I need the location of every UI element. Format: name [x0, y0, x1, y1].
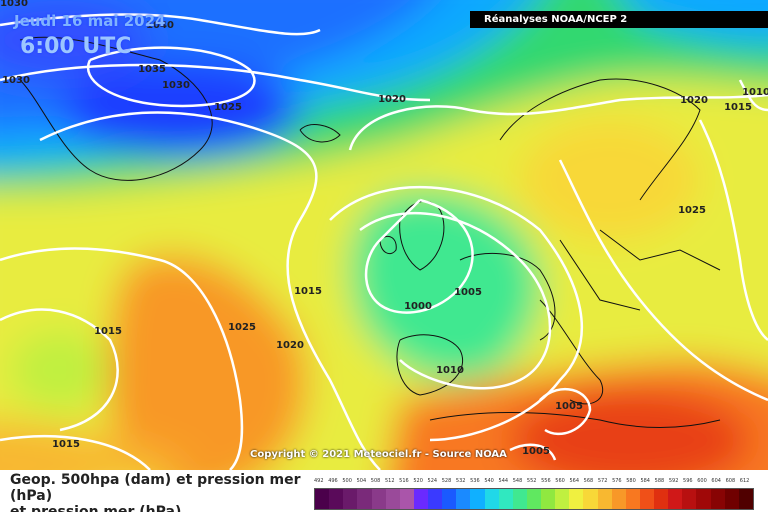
color-scale-tick: 528	[441, 478, 452, 484]
color-scale-tick: 564	[569, 478, 580, 484]
isobar-label: 1005	[522, 446, 550, 457]
isobar-label: 1020	[276, 340, 304, 351]
color-scale-swatch	[484, 489, 499, 509]
color-scale-swatch	[371, 489, 386, 509]
isobar-label: 1010	[742, 87, 768, 98]
isobar-label: 1035	[138, 64, 166, 75]
color-scale-swatch	[526, 489, 541, 509]
isobar-label: 1010	[436, 365, 464, 376]
color-scale-swatch	[357, 489, 372, 509]
color-scale-tick: 524	[427, 478, 438, 484]
forecast-time: 6:00 UTC	[20, 34, 132, 59]
color-scale: 492 496 500 504 508 512 516 520 524 528 532 536 540 5…	[314, 476, 754, 510]
color-scale-swatch	[625, 489, 640, 509]
color-scale-tick: 508	[370, 478, 381, 484]
color-scale-tick: 520	[413, 478, 423, 484]
color-scale-swatch	[329, 489, 344, 509]
weather-map: 1030 1040 1035 1030 1030 1025 1020 1020 1015 1010…	[0, 0, 768, 470]
color-scale-swatch	[682, 489, 697, 509]
color-scale-tick: 560	[555, 478, 565, 484]
isobar-label: 1040	[146, 20, 174, 31]
color-scale-swatch	[738, 489, 753, 509]
color-scale-tick: 504	[356, 478, 367, 484]
isobar-label: 1020	[680, 95, 708, 106]
copyright-notice: Copyright © 2021 Meteociel.fr - Source N…	[250, 449, 507, 460]
isobar-label: 1030	[162, 80, 190, 91]
isobar-label: 1025	[678, 205, 706, 216]
color-scale-tick: 516	[399, 478, 409, 484]
color-scale-swatch	[498, 489, 513, 509]
color-scale-swatch	[442, 489, 457, 509]
color-scale-tick: 596	[683, 478, 693, 484]
color-scale-tick: 548	[512, 478, 523, 484]
isobar-label: 1015	[294, 286, 322, 297]
color-scale-swatch	[385, 489, 400, 509]
color-scale-tick: 568	[583, 478, 594, 484]
isobar-label: 1015	[724, 102, 752, 113]
color-scale-swatch	[611, 489, 626, 509]
color-scale-tick: 576	[612, 478, 622, 484]
color-scale-tick: 500	[342, 478, 352, 484]
color-scale-swatch	[639, 489, 654, 509]
legend-title-line1: Geop. 500hpa (dam) et pression mer (hPa)	[10, 472, 301, 504]
legend-title: Geop. 500hpa (dam) et pression mer (hPa)…	[10, 472, 320, 512]
isobar-label: 1030	[2, 75, 30, 86]
color-scale-swatch	[315, 489, 330, 509]
color-scale-tick: 604	[711, 478, 721, 484]
color-scale-tick: 536	[470, 478, 480, 484]
color-scale-swatch	[696, 489, 711, 509]
color-scale-tick: 552	[526, 478, 537, 484]
isobar-label: 1025	[214, 102, 242, 113]
color-scale-tick: 584	[640, 478, 650, 484]
isobar-labels: 1030 1040 1035 1030 1030 1025 1020 1020 1015 1010…	[0, 0, 768, 457]
source-badge: Réanalyses NOAA/NCEP 2	[470, 11, 768, 28]
color-scale-tick: 492	[314, 478, 324, 484]
color-scale-swatch	[654, 489, 669, 509]
legend-title-line2: et pression mer (hPa)	[10, 504, 182, 512]
color-scale-tick: 532	[455, 478, 466, 484]
color-scale-swatch	[413, 489, 428, 509]
color-scale-tick: 608	[725, 478, 736, 484]
isobar-label: 1005	[454, 287, 482, 298]
color-scale-swatch	[343, 489, 358, 509]
color-scale-tick: 612	[739, 478, 750, 484]
color-scale-tick: 572	[597, 478, 608, 484]
isobar-label: 1030	[0, 0, 28, 9]
isobars	[0, 13, 768, 470]
color-scale-swatch	[428, 489, 443, 509]
color-scale-ticks: 492 496 500 504 508 512 516 520 524 528 532 536 540 5…	[314, 476, 754, 488]
coastlines	[19, 36, 721, 428]
color-scale-tick: 600	[697, 478, 707, 484]
color-scale-swatch	[583, 489, 598, 509]
isobar-label: 1005	[555, 401, 583, 412]
isobar-label: 1025	[228, 322, 256, 333]
color-scale-tick: 512	[384, 478, 395, 484]
color-scale-swatch	[569, 489, 584, 509]
color-scale-tick: 496	[328, 478, 338, 484]
color-scale-swatch	[668, 489, 683, 509]
color-scale-tick: 556	[541, 478, 551, 484]
color-scale-bar	[314, 488, 754, 510]
color-scale-swatch	[399, 489, 414, 509]
color-scale-swatch	[470, 489, 485, 509]
color-scale-tick: 544	[498, 478, 509, 484]
color-scale-tick: 580	[626, 478, 636, 484]
color-scale-swatch	[597, 489, 612, 509]
color-scale-swatch	[710, 489, 725, 509]
isobar-label: 1015	[94, 326, 122, 337]
color-scale-tick: 588	[654, 478, 665, 484]
color-scale-tick: 540	[484, 478, 494, 484]
color-scale-swatch	[724, 489, 739, 509]
isobar-label: 1020	[378, 94, 406, 105]
isobar-label: 1015	[52, 439, 80, 450]
color-scale-swatch	[541, 489, 556, 509]
color-scale-tick: 592	[668, 478, 679, 484]
forecast-date: Jeudi 16 mai 2024	[14, 12, 166, 30]
color-scale-swatch	[512, 489, 527, 509]
color-scale-swatch	[555, 489, 570, 509]
color-scale-swatch	[456, 489, 471, 509]
isobar-label: 1000	[404, 301, 432, 312]
